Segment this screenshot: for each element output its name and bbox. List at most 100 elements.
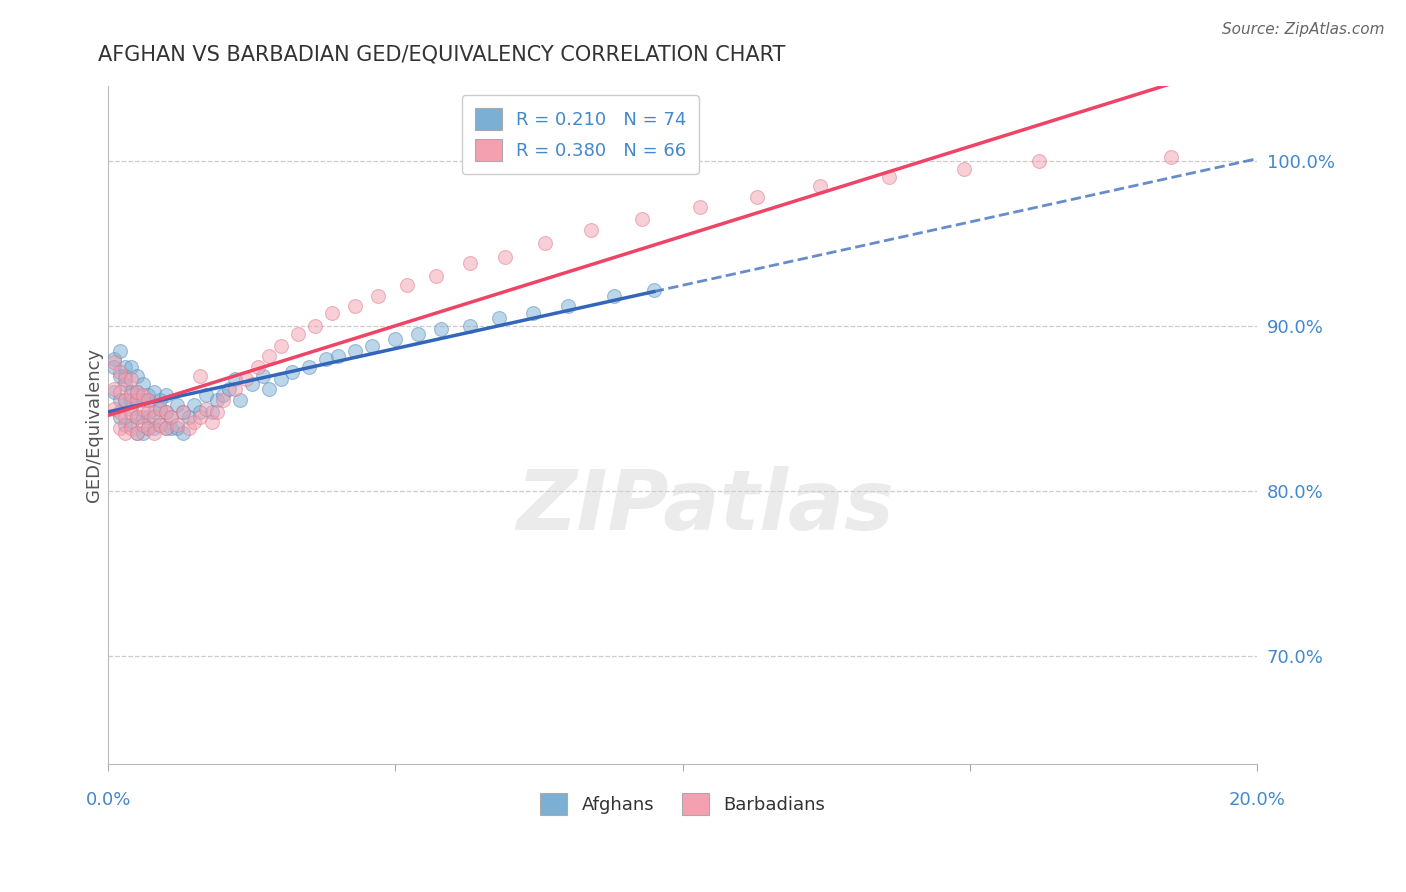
Point <box>315 351 337 366</box>
Point <box>188 409 211 424</box>
Point <box>344 343 367 358</box>
Point <box>304 318 326 333</box>
Text: Source: ZipAtlas.com: Source: ZipAtlas.com <box>1222 22 1385 37</box>
Point <box>408 327 430 342</box>
Point <box>207 405 229 419</box>
Point <box>120 418 142 433</box>
Point <box>1160 150 1182 164</box>
Legend: Afghans, Barbadians: Afghans, Barbadians <box>533 786 832 822</box>
Point <box>270 372 292 386</box>
Point <box>120 388 142 402</box>
Point <box>108 385 131 400</box>
Point <box>425 269 447 284</box>
Point <box>224 382 246 396</box>
Point <box>172 426 194 441</box>
Point <box>143 426 166 441</box>
Point <box>138 421 160 435</box>
Point <box>131 426 153 441</box>
Point <box>166 398 188 412</box>
Point <box>103 401 125 416</box>
Point <box>108 393 131 408</box>
Text: ZIPatlas: ZIPatlas <box>516 466 894 547</box>
Point <box>212 388 235 402</box>
Point <box>114 418 136 433</box>
Point <box>120 360 142 375</box>
Point <box>138 409 160 424</box>
Point <box>200 415 222 429</box>
Point <box>240 376 263 391</box>
Text: 0.0%: 0.0% <box>86 791 131 809</box>
Point <box>125 393 148 408</box>
Point <box>194 401 217 416</box>
Point <box>131 388 153 402</box>
Point <box>138 393 160 408</box>
Point <box>188 405 211 419</box>
Point <box>149 418 172 433</box>
Point <box>246 360 269 375</box>
Point <box>120 385 142 400</box>
Point <box>120 421 142 435</box>
Point <box>1028 153 1050 168</box>
Point <box>138 388 160 402</box>
Point <box>200 405 222 419</box>
Point <box>533 236 555 251</box>
Point <box>183 398 205 412</box>
Point <box>218 382 240 396</box>
Point <box>103 360 125 375</box>
Point <box>143 385 166 400</box>
Point <box>108 421 131 435</box>
Point <box>631 211 654 226</box>
Point <box>103 351 125 366</box>
Point <box>183 415 205 429</box>
Point <box>143 409 166 424</box>
Point <box>166 418 188 433</box>
Point <box>114 360 136 375</box>
Point <box>138 405 160 419</box>
Point <box>149 393 172 408</box>
Point <box>108 409 131 424</box>
Point <box>235 372 257 386</box>
Point <box>177 421 200 435</box>
Point <box>138 393 160 408</box>
Point <box>131 409 153 424</box>
Point <box>108 365 131 379</box>
Point <box>430 322 453 336</box>
Point <box>131 393 153 408</box>
Point <box>125 426 148 441</box>
Point <box>125 426 148 441</box>
Point <box>114 393 136 408</box>
Point <box>172 405 194 419</box>
Point <box>252 368 274 383</box>
Point <box>326 349 349 363</box>
Point <box>143 405 166 419</box>
Point <box>579 223 602 237</box>
Point <box>108 343 131 358</box>
Point <box>953 161 976 176</box>
Point <box>494 250 516 264</box>
Point <box>103 385 125 400</box>
Point <box>522 306 544 320</box>
Point <box>212 393 235 408</box>
Point <box>131 418 153 433</box>
Point <box>879 170 901 185</box>
Point <box>120 405 142 419</box>
Point <box>125 393 148 408</box>
Point <box>810 178 832 193</box>
Point <box>125 409 148 424</box>
Point <box>207 393 229 408</box>
Point <box>125 409 148 424</box>
Point <box>149 401 172 416</box>
Point <box>384 332 406 346</box>
Point <box>361 339 384 353</box>
Point <box>488 310 510 325</box>
Text: AFGHAN VS BARBADIAN GED/EQUIVALENCY CORRELATION CHART: AFGHAN VS BARBADIAN GED/EQUIVALENCY CORR… <box>98 45 786 64</box>
Point <box>166 421 188 435</box>
Point <box>114 372 136 386</box>
Point <box>160 409 183 424</box>
Point <box>125 385 148 400</box>
Point <box>160 421 183 435</box>
Point <box>103 382 125 396</box>
Point <box>257 382 280 396</box>
Point <box>155 405 177 419</box>
Point <box>114 368 136 383</box>
